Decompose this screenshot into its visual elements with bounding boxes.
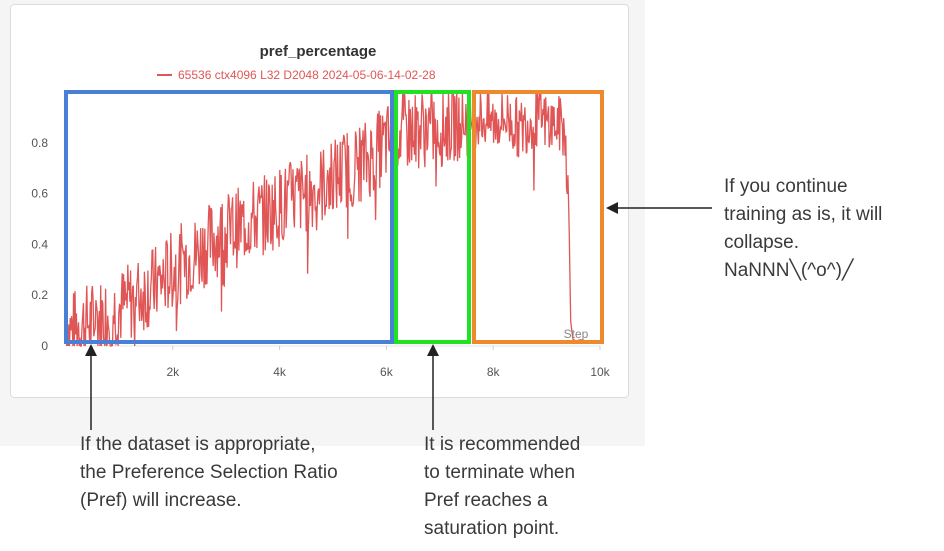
green-box xyxy=(394,90,471,344)
x-tick-label: 4k xyxy=(273,365,287,379)
legend-label: 65536 ctx4096 L32 D2048 2024-05-06-14-02… xyxy=(178,68,436,82)
y-tick-label: 0 xyxy=(41,339,48,353)
y-tick-label: 0.6 xyxy=(31,187,48,201)
chart-title: pref_percentage xyxy=(260,43,377,60)
y-tick-label: 0.8 xyxy=(31,136,48,150)
x-axis-label: Step xyxy=(564,327,589,341)
note-dataset-appropriate: If the dataset is appropriate, the Prefe… xyxy=(80,434,338,511)
orange-box xyxy=(472,90,604,344)
x-tick-label: 2k xyxy=(166,365,180,379)
x-tick-label: 6k xyxy=(380,365,394,379)
blue-box xyxy=(64,90,394,344)
note-terminate-recommendation: It is recommended to terminate when Pref… xyxy=(424,434,581,539)
note-collapse-warning: If you continue training as is, it will … xyxy=(724,176,883,281)
y-tick-label: 0.2 xyxy=(31,288,48,302)
x-tick-label: 10k xyxy=(590,365,610,379)
series-line xyxy=(65,92,585,347)
x-tick-label: 8k xyxy=(487,365,501,379)
y-tick-label: 0.4 xyxy=(31,237,48,251)
